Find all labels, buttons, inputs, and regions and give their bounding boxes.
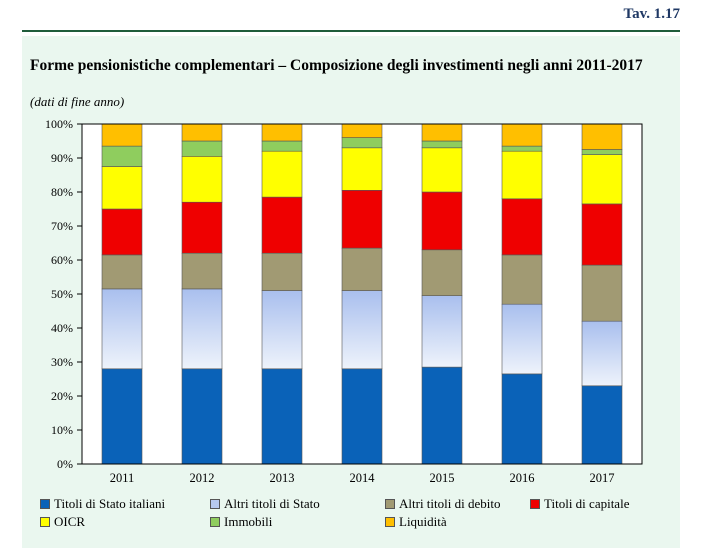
bar-segment — [341, 247, 383, 291]
legend-swatch — [210, 517, 220, 527]
bar-segment — [341, 290, 383, 370]
bar-segment — [421, 366, 463, 465]
bar-segment — [501, 254, 543, 305]
bar-segment — [501, 198, 543, 256]
bar-segment — [501, 150, 543, 200]
bar-segment — [261, 140, 303, 152]
bar-segment — [101, 145, 143, 167]
legend-item: Altri titoli di Stato — [210, 496, 320, 512]
header-rule — [22, 30, 680, 32]
bar-segment — [581, 154, 623, 205]
bar-segment — [341, 190, 383, 249]
x-tick-label: 2011 — [110, 471, 135, 485]
legend-item: Liquidità — [385, 514, 447, 530]
x-tick-label: 2015 — [430, 471, 455, 485]
y-tick-label: 60% — [51, 253, 73, 267]
bar-segment — [581, 264, 623, 322]
bar-segment — [421, 147, 463, 193]
y-tick-label: 70% — [51, 219, 73, 233]
bar-segment — [101, 166, 143, 210]
bar-segment — [261, 123, 303, 142]
bar-segment — [181, 288, 223, 370]
bar-segment — [581, 320, 623, 387]
bar-segment — [101, 208, 143, 256]
x-tick-label: 2016 — [510, 471, 535, 485]
legend-label: Immobili — [224, 514, 273, 529]
legend-label: Altri titoli di Stato — [224, 496, 320, 511]
bar-segment — [421, 140, 463, 149]
legend-label: Altri titoli di debito — [399, 496, 501, 511]
legend-swatch — [385, 499, 395, 509]
y-tick-label: 10% — [51, 423, 73, 437]
bar-segment — [341, 147, 383, 191]
bar-segment — [101, 123, 143, 147]
y-tick-label: 20% — [51, 389, 73, 403]
bar-segment — [101, 254, 143, 290]
y-tick-label: 50% — [51, 287, 73, 301]
legend-label: Titoli di capitale — [544, 496, 630, 511]
chart-title: Forme pensionistiche complementari – Com… — [30, 57, 643, 74]
table-number: Tav. 1.17 — [623, 6, 680, 22]
bar-segment — [421, 123, 463, 142]
x-tick-label: 2014 — [350, 471, 376, 485]
legend-label: Titoli di Stato italiani — [54, 496, 166, 511]
x-tick-label: 2013 — [270, 471, 295, 485]
bar-segment — [101, 368, 143, 465]
bar-segment — [421, 249, 463, 297]
legend-swatch — [385, 517, 395, 527]
plot-frame — [81, 123, 643, 465]
bar-segment — [501, 145, 543, 152]
y-tick-label: 40% — [51, 321, 73, 335]
y-tick-label: 80% — [51, 185, 73, 199]
bar-segment — [181, 140, 223, 157]
bar-segment — [581, 385, 623, 465]
bar-segment — [421, 191, 463, 251]
x-tick-label: 2017 — [590, 471, 615, 485]
bar-segment — [261, 368, 303, 465]
bar-segment — [261, 150, 303, 198]
bar-segment — [261, 196, 303, 254]
bar-segment — [501, 373, 543, 465]
y-tick-label: 90% — [51, 151, 73, 165]
bar-segment — [181, 123, 223, 142]
y-tick-label: 0% — [57, 457, 73, 471]
bar-segment — [581, 149, 623, 155]
bar-segment — [101, 288, 143, 370]
legend-swatch — [40, 517, 50, 527]
legend-swatch — [530, 499, 540, 509]
bar-segment — [261, 252, 303, 291]
legend-swatch — [210, 499, 220, 509]
legend-label: OICR — [54, 514, 86, 529]
bar-segment — [181, 156, 223, 203]
bar-segment — [501, 123, 543, 147]
bar-segment — [341, 123, 383, 138]
bar-segment — [581, 203, 623, 266]
legend-item: OICR — [40, 514, 85, 530]
legend-item: Immobili — [210, 514, 272, 530]
legend-item: Altri titoli di debito — [385, 496, 500, 512]
legend-label: Liquidità — [399, 514, 447, 529]
bar-segment — [581, 123, 623, 150]
chart-subtitle: (dati di fine anno) — [30, 94, 125, 109]
x-tick-label: 2012 — [190, 471, 215, 485]
bar-segment — [421, 295, 463, 368]
legend-item: Titoli di Stato italiani — [40, 496, 165, 512]
y-tick-label: 30% — [51, 355, 73, 369]
bar-segment — [261, 290, 303, 370]
bar-segment — [181, 368, 223, 465]
bar-segment — [341, 137, 383, 149]
legend-item: Titoli di capitale — [530, 496, 629, 512]
bar-segment — [341, 368, 383, 465]
legend-swatch — [40, 499, 50, 509]
y-tick-label: 100% — [45, 117, 73, 131]
bar-segment — [501, 303, 543, 375]
bar-segment — [181, 252, 223, 290]
bar-segment — [181, 201, 223, 254]
